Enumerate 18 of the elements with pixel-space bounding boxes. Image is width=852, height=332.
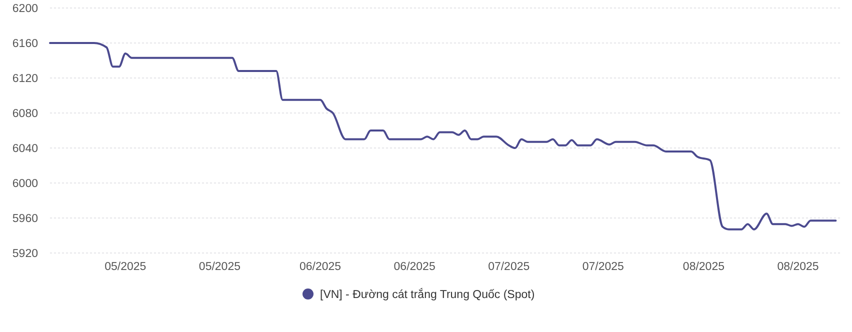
x-tick-label: 05/2025 [104,261,146,273]
x-tick-label: 05/2025 [198,261,241,273]
x-tick-label: 06/2025 [394,261,436,273]
y-tick-label: 6040 [12,143,38,156]
legend-label: [VN] - Đường cát trắng Trung Quốc (Spot) [320,288,535,302]
x-tick-label: 07/2025 [488,261,530,273]
x-tick-label: 07/2025 [582,261,624,273]
y-tick-label: 5920 [12,248,38,260]
y-tick-label: 6200 [12,3,38,16]
x-tick-label: 08/2025 [682,261,725,273]
x-tick-label: 06/2025 [299,261,342,273]
y-tick-label: 5960 [12,213,38,226]
y-tick-label: 6120 [12,73,38,86]
y-tick-label: 6000 [12,178,38,190]
line-series [49,42,837,230]
x-tick-label: 08/2025 [777,261,819,273]
y-tick-label: 6160 [12,38,38,50]
y-tick-label: 6080 [12,108,38,120]
